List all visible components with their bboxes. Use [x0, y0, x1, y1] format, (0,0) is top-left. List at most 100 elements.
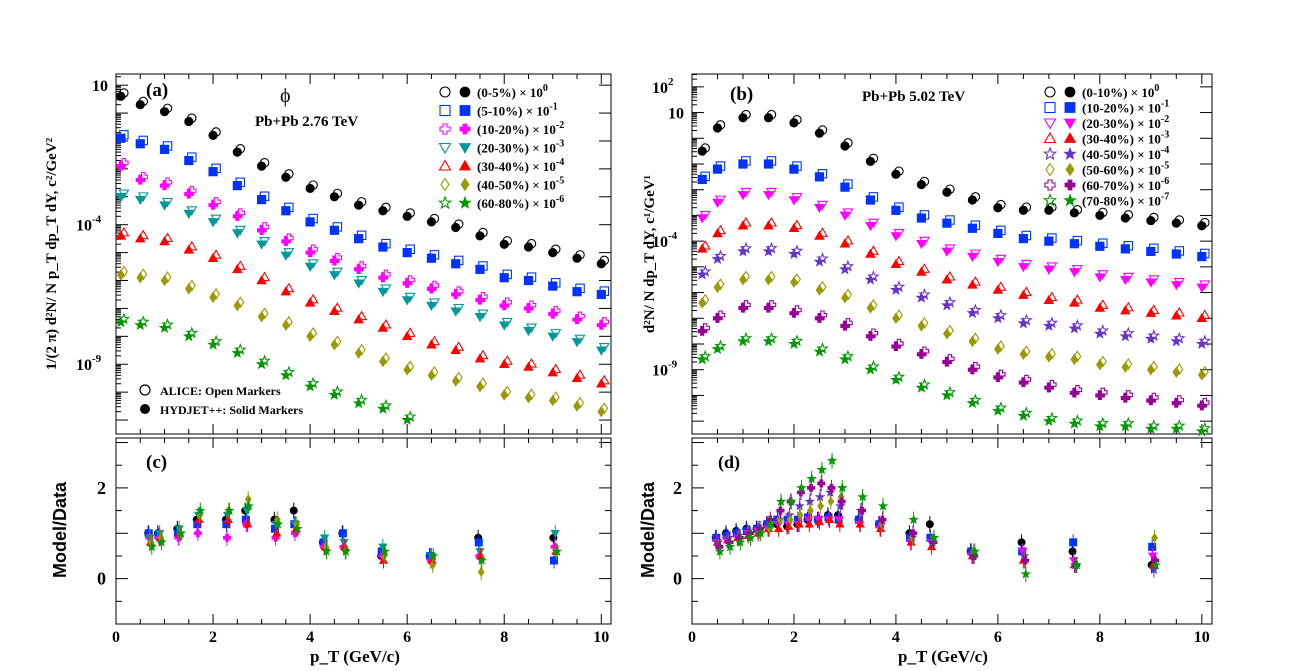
data-point-solid — [1146, 395, 1156, 406]
data-point-open — [994, 308, 1008, 321]
x-tick-label: 10 — [593, 629, 609, 646]
data-point-open — [284, 315, 293, 328]
data-point-solid — [475, 264, 485, 274]
legend-open-marker — [1044, 101, 1056, 114]
data-point-solid — [450, 344, 462, 355]
data-point-open — [138, 171, 149, 182]
data-point-solid — [475, 295, 485, 305]
legend-open-marker — [1043, 131, 1057, 144]
ratio-point — [835, 519, 845, 528]
data-point-open — [868, 192, 879, 202]
data-point-solid — [184, 283, 193, 295]
data-point-open — [894, 338, 904, 349]
data-point-open — [551, 391, 560, 404]
data-point-open — [283, 248, 295, 258]
data-point-open — [428, 335, 441, 346]
data-point-open — [995, 254, 1007, 265]
legend-solid-marker — [1063, 193, 1077, 207]
ratio-point — [292, 523, 303, 534]
y-tick-label: 10 — [668, 106, 684, 123]
data-point-solid — [209, 291, 217, 304]
ratio-point — [175, 527, 187, 538]
ratio-point — [1148, 542, 1157, 551]
data-point-open — [1096, 416, 1110, 429]
ratio-point — [242, 519, 253, 528]
data-point-solid — [1095, 241, 1105, 251]
data-point-solid — [304, 297, 316, 307]
data-point-open — [765, 241, 778, 254]
data-point-solid — [697, 174, 707, 185]
data-point-solid — [891, 341, 901, 352]
data-point-open — [945, 324, 954, 337]
data-point-open — [259, 271, 271, 282]
data-point-solid — [117, 269, 125, 281]
legend-label: (40-50%) × 10-4 — [1082, 145, 1169, 162]
data-point-open — [970, 192, 981, 202]
data-point-open — [599, 286, 610, 296]
data-point-open — [332, 252, 343, 263]
data-point-open — [1149, 212, 1159, 223]
data-point-solid — [1019, 348, 1028, 361]
data-point-open — [970, 361, 981, 372]
ratio-point — [804, 519, 814, 528]
data-point-solid — [499, 301, 509, 311]
y-tick-label: 10 — [92, 78, 108, 95]
data-point-open — [1098, 355, 1107, 368]
data-point-solid — [942, 357, 952, 367]
data-point-solid — [256, 225, 267, 235]
data-point-open — [1021, 230, 1032, 241]
data-point-open — [1123, 241, 1134, 251]
data-point-open — [309, 326, 318, 340]
data-point-solid — [232, 181, 242, 191]
data-point-open — [918, 377, 931, 390]
alice-marker-note: ALICE: Open Markers — [160, 384, 281, 398]
y-tick-label: 10 — [652, 234, 668, 251]
ratio-point — [549, 556, 558, 565]
data-point-open — [1200, 217, 1210, 228]
data-point-solid — [208, 167, 218, 177]
data-point-solid — [916, 266, 927, 276]
legend-label: (40-50%) × 10-5 — [477, 176, 564, 193]
data-point-solid — [712, 313, 723, 323]
data-point-open — [381, 352, 390, 365]
legend-label: (30-40%) × 10-3 — [1082, 130, 1169, 147]
data-point-open — [405, 275, 415, 285]
legend-solid-marker — [458, 143, 472, 154]
ratio-point — [827, 483, 836, 492]
data-point-open — [1046, 262, 1058, 273]
data-point-solid — [1120, 244, 1130, 254]
data-point-solid — [1069, 239, 1079, 249]
data-point-open — [893, 255, 905, 266]
data-point-open — [356, 276, 368, 286]
data-point-solid — [1069, 297, 1080, 307]
data-point-open — [1174, 246, 1185, 256]
data-point-open — [211, 127, 221, 137]
legend-label: (10-20%) × 10-1 — [1082, 99, 1169, 116]
data-point-open — [842, 208, 854, 219]
data-point-solid — [595, 378, 607, 388]
data-point-open — [209, 334, 223, 347]
data-point-open — [235, 208, 246, 218]
data-point-open — [139, 268, 148, 281]
data-point-solid — [330, 338, 339, 351]
data-point-open — [551, 305, 561, 316]
data-point-open — [944, 244, 956, 255]
legend-open-marker — [438, 142, 452, 155]
data-point-open — [943, 385, 957, 398]
data-point-solid — [548, 394, 557, 407]
data-point-solid — [354, 347, 363, 359]
data-point-open — [869, 298, 878, 311]
data-point-open — [1175, 363, 1184, 376]
data-point-solid — [160, 274, 169, 287]
data-point-solid — [1171, 249, 1181, 259]
data-point-open — [234, 343, 247, 356]
data-point-open — [716, 278, 725, 291]
panel-c-frame — [115, 437, 612, 625]
panel-b-system-label: Pb+Pb 5.02 TeV — [862, 89, 965, 105]
ratio-point — [807, 505, 814, 516]
data-point-open — [1123, 210, 1134, 220]
ratio-point — [1069, 538, 1078, 547]
data-point-open — [1072, 235, 1083, 246]
